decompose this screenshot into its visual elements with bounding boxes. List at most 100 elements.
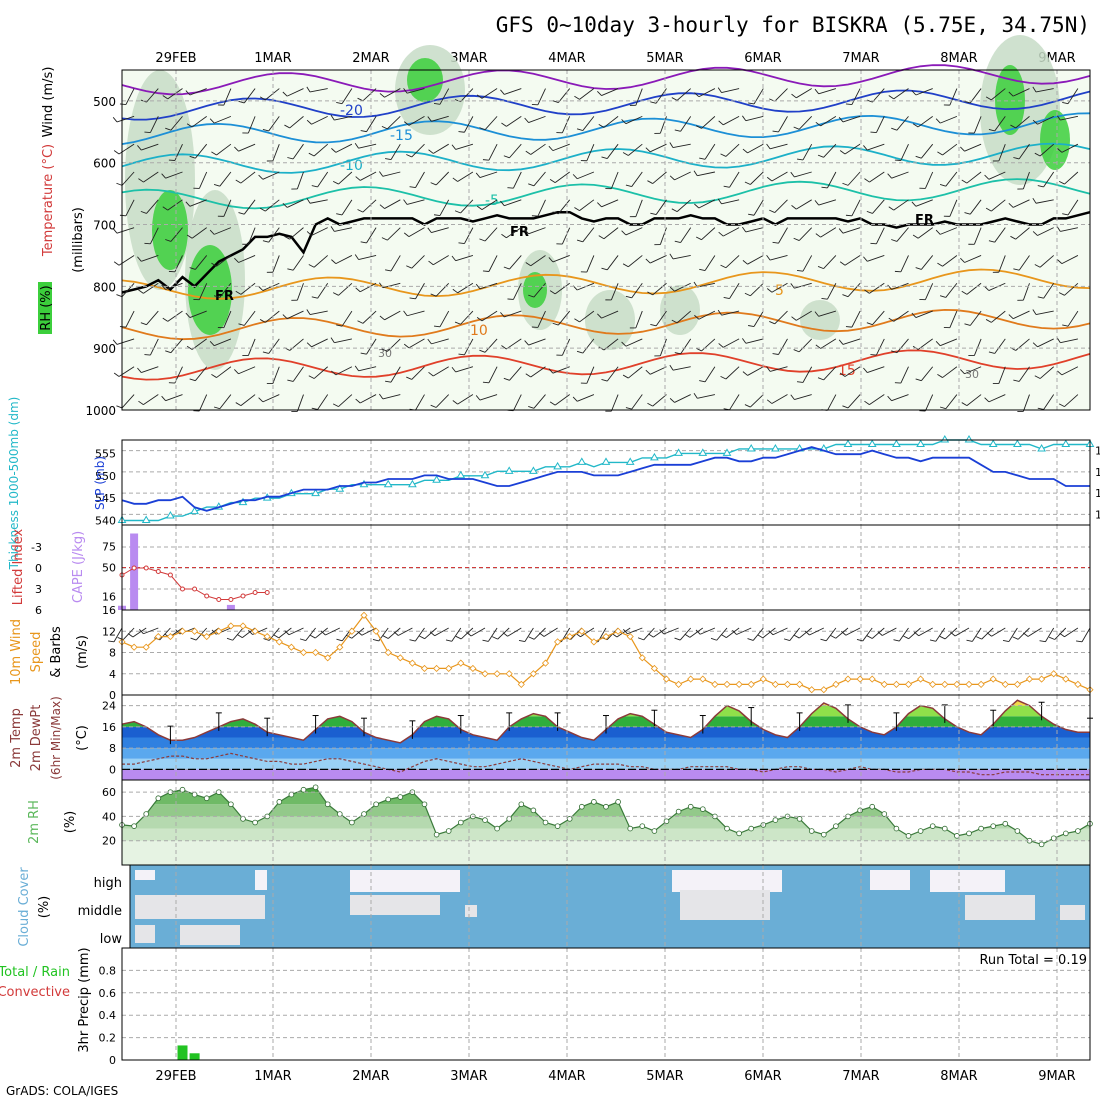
wind-barb: [704, 255, 716, 271]
wind-barb: [949, 199, 958, 217]
wind-barb: [431, 338, 449, 345]
cloud-cell: [870, 870, 910, 890]
wind-barb: [554, 282, 570, 295]
wind-barb: [360, 130, 367, 133]
tick-label: 75: [102, 540, 116, 553]
wind-barb: [457, 171, 474, 182]
wind-barb: [985, 96, 992, 101]
cloud-cell: [180, 925, 240, 945]
wind-barb: [699, 157, 706, 160]
wind-speed-marker: [239, 622, 247, 630]
wind-barb: [317, 171, 329, 188]
wind-barb: [896, 338, 909, 353]
wind-speed-marker: [457, 659, 465, 667]
wind-barb-10m: [695, 629, 701, 635]
wind-barb: [778, 338, 788, 355]
wind-barb: [411, 366, 425, 380]
wind-barb: [693, 393, 698, 399]
wind-barb: [458, 353, 465, 356]
wind-barb: [1018, 255, 1030, 271]
wind-barb: [606, 366, 619, 382]
wind-barb: [503, 155, 510, 159]
wind-barb: [382, 171, 401, 177]
wind-barb: [488, 366, 498, 383]
wind-barb-10m: [762, 627, 776, 639]
wind-barb: [869, 171, 885, 183]
wind-barb-10m: [429, 631, 435, 637]
wind-barb: [1062, 101, 1069, 105]
wind-barb: [949, 88, 958, 106]
wind-barb: [628, 255, 643, 268]
tick-label: 24: [102, 700, 116, 713]
wind-barb: [969, 310, 982, 326]
panel-frame: [121, 947, 1091, 1061]
tick-label: 60: [102, 786, 116, 799]
wind-barb: [458, 242, 465, 244]
wind-barb: [601, 267, 608, 271]
axis-label-convective: Convective: [0, 985, 70, 1000]
wind-barb: [742, 226, 747, 233]
wind-speed-marker: [360, 611, 368, 619]
wind-barb: [745, 227, 764, 233]
tick-label: 12: [102, 625, 116, 638]
wind-barb: [1057, 259, 1063, 264]
wind-barb: [988, 394, 1006, 403]
wind-barb: [845, 214, 852, 217]
wind-barb: [284, 124, 290, 129]
isotherm-line: [121, 178, 1091, 210]
wind-barb: [893, 199, 909, 211]
wind-barb: [262, 394, 280, 403]
wind-barb: [525, 373, 532, 378]
wind-barb: [150, 338, 159, 356]
wind-barb: [866, 322, 873, 326]
wind-barb: [1062, 213, 1069, 216]
wind-barb-10m: [710, 637, 717, 641]
wind-barb: [935, 340, 941, 346]
wind-barb: [306, 86, 311, 93]
wind-barb: [867, 143, 885, 151]
wind-barb: [966, 394, 982, 406]
wind-barb: [292, 143, 304, 160]
wind-barb: [186, 234, 193, 239]
wind-barb: [1018, 143, 1030, 160]
wind-barb: [628, 366, 643, 379]
rh-marker: [276, 799, 283, 805]
rh-marker: [954, 833, 960, 839]
wind-barb-10m: [659, 629, 665, 635]
wind-barb-10m: [747, 638, 754, 641]
tick-label: 16: [102, 604, 116, 617]
wind-barb-10m: [882, 627, 897, 636]
wind-barb-10m: [736, 627, 752, 635]
wind-barb: [701, 116, 716, 129]
wind-barb: [579, 310, 595, 323]
wind-barb: [864, 178, 870, 183]
axis-label-units: (°C): [75, 725, 90, 751]
wind-barb-10m: [361, 627, 377, 636]
wind-barb: [769, 320, 775, 325]
wind-10m-panel: 0 4 8 12 16 10m Wind Speed & Barbs (m/s): [9, 604, 1094, 702]
wind-speed-marker: [1038, 675, 1046, 683]
wind-barb: [844, 255, 861, 266]
rh-marker: [349, 819, 355, 826]
wind-barb: [484, 338, 498, 353]
wind-barb-10m: [768, 630, 774, 636]
wind-barb: [818, 88, 837, 95]
wind-barb: [500, 200, 505, 206]
axis-label-wind: Wind (m/s): [41, 67, 56, 138]
wind-barb: [165, 350, 172, 354]
wind-barb: [574, 95, 580, 100]
wind-barb-10m: [351, 627, 365, 639]
wind-barb: [1035, 199, 1054, 204]
wind-barb: [815, 121, 821, 127]
wind-barb: [625, 407, 632, 410]
wind-barb: [141, 143, 159, 151]
wind-barb: [994, 338, 1006, 354]
wind-barb: [504, 88, 522, 95]
tick-label: 0: [35, 562, 42, 575]
wind-speed-marker: [650, 664, 658, 673]
wind-barb: [262, 128, 269, 132]
wind-barb: [240, 171, 256, 184]
wind-barb-10m: [1008, 627, 1018, 642]
wind-barb: [864, 400, 870, 405]
wind-barb: [146, 199, 159, 214]
